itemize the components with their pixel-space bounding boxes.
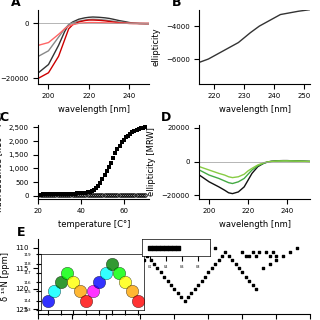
Point: [253, 253, 259, 259]
Point: [230, 258, 235, 263]
Point: [257, 249, 262, 254]
Point: [104, 299, 109, 304]
Point: [100, 295, 106, 300]
Point: [138, 262, 143, 267]
Point: [172, 286, 177, 292]
Point: [165, 278, 170, 283]
Point: [192, 286, 197, 292]
Y-axis label: fluorescence [x10⁻³ FU]: fluorescence [x10⁻³ FU]: [0, 112, 3, 212]
Point: [294, 245, 300, 250]
Point: [247, 253, 252, 259]
X-axis label: wavelength [nm]: wavelength [nm]: [219, 105, 291, 114]
Point: [220, 253, 225, 259]
X-axis label: wavelength [nm]: wavelength [nm]: [58, 105, 130, 114]
Point: [155, 266, 160, 271]
Point: [192, 245, 197, 250]
X-axis label: wavelength [nm]: wavelength [nm]: [219, 220, 291, 229]
Point: [264, 249, 269, 254]
Point: [158, 245, 164, 250]
Point: [168, 249, 173, 254]
Point: [145, 253, 150, 259]
Point: [168, 282, 173, 287]
Point: [175, 291, 180, 296]
Point: [175, 245, 180, 250]
Point: [240, 249, 245, 254]
Point: [151, 241, 156, 246]
Point: [134, 266, 140, 271]
Point: [90, 282, 95, 287]
Point: [270, 249, 276, 254]
Point: [151, 262, 156, 267]
Point: [179, 245, 184, 250]
Point: [199, 249, 204, 254]
Point: [185, 245, 190, 250]
Point: [128, 274, 133, 279]
Point: [209, 266, 214, 271]
Point: [223, 249, 228, 254]
Point: [203, 274, 208, 279]
Point: [253, 286, 259, 292]
Point: [250, 249, 255, 254]
Point: [206, 245, 211, 250]
Y-axis label: δ ¹⁵N [ppm]: δ ¹⁵N [ppm]: [1, 252, 10, 301]
Point: [165, 249, 170, 254]
Point: [141, 258, 146, 263]
Point: [247, 278, 252, 283]
Point: [206, 270, 211, 275]
Point: [148, 258, 153, 263]
Y-axis label: ellipticity: ellipticity: [151, 28, 160, 66]
Point: [212, 262, 218, 267]
Text: C: C: [0, 111, 9, 124]
Text: D: D: [161, 111, 171, 124]
Point: [131, 270, 136, 275]
Text: B: B: [172, 0, 181, 9]
Point: [260, 266, 265, 271]
Point: [287, 249, 292, 254]
Point: [94, 286, 99, 292]
Y-axis label: ellipticity [MRW]: ellipticity [MRW]: [147, 127, 156, 196]
Point: [243, 274, 248, 279]
Point: [111, 291, 116, 296]
Point: [84, 278, 89, 283]
Point: [158, 270, 164, 275]
Point: [233, 262, 238, 267]
Point: [240, 270, 245, 275]
Point: [243, 253, 248, 259]
Point: [182, 299, 187, 304]
Point: [162, 274, 167, 279]
Point: [267, 262, 272, 267]
Point: [236, 266, 242, 271]
Text: A: A: [11, 0, 20, 9]
Point: [182, 249, 187, 254]
Point: [267, 253, 272, 259]
Point: [196, 282, 201, 287]
Point: [124, 278, 129, 283]
Point: [216, 258, 221, 263]
Point: [162, 245, 167, 250]
Point: [281, 253, 286, 259]
Point: [114, 286, 119, 292]
Point: [189, 291, 194, 296]
Point: [107, 295, 112, 300]
Point: [199, 278, 204, 283]
Point: [212, 245, 218, 250]
Point: [97, 291, 102, 296]
Point: [274, 253, 279, 259]
Point: [250, 282, 255, 287]
Point: [185, 295, 190, 300]
X-axis label: temperature [C°]: temperature [C°]: [58, 220, 130, 229]
Text: E: E: [17, 226, 25, 239]
Point: [179, 295, 184, 300]
Point: [117, 282, 123, 287]
Point: [155, 245, 160, 250]
Point: [274, 258, 279, 263]
Point: [226, 253, 231, 259]
Point: [172, 245, 177, 250]
